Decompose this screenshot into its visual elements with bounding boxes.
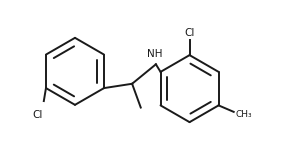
- Text: Cl: Cl: [184, 28, 195, 38]
- Text: Cl: Cl: [32, 110, 43, 120]
- Text: CH₃: CH₃: [236, 110, 252, 118]
- Text: NH: NH: [147, 49, 162, 59]
